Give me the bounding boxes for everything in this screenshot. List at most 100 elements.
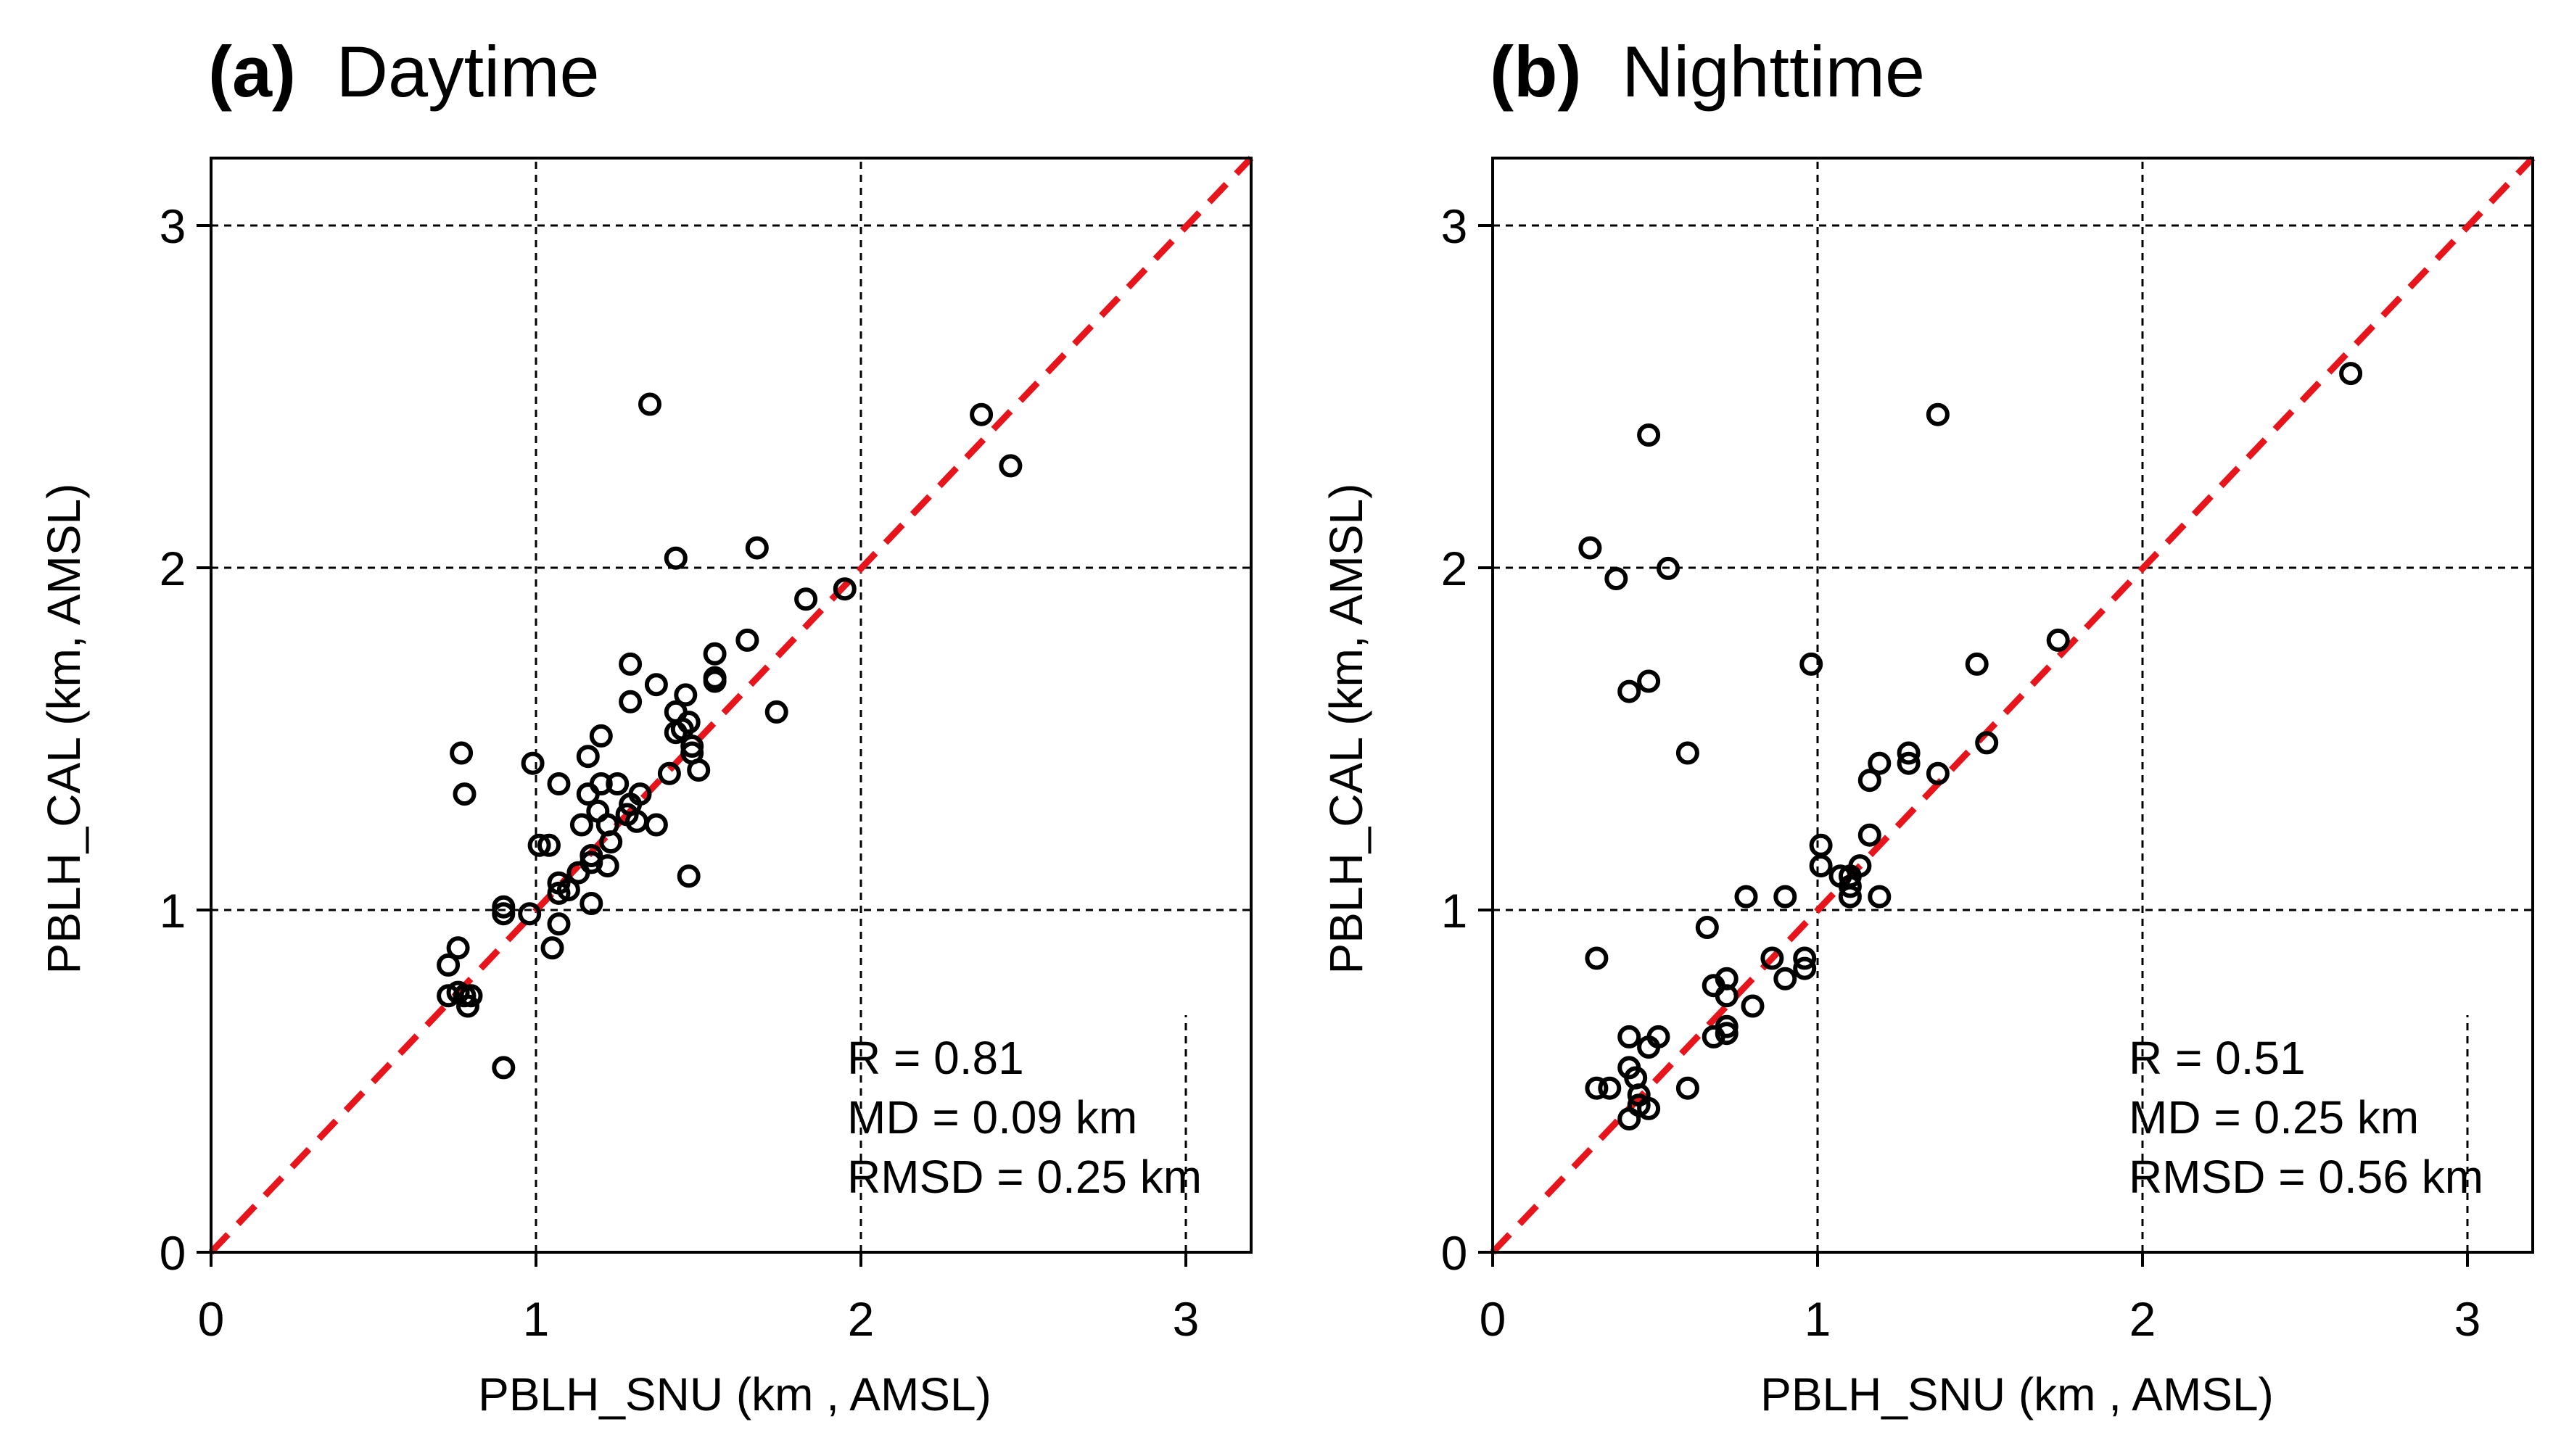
panel-a-data-point-60 [745, 536, 769, 560]
panel-b-data-point-2 [1585, 1076, 1609, 1100]
panel-b-data-point-34 [1799, 652, 1823, 676]
panel-b-data-point-35 [1809, 833, 1833, 857]
panel-b-stat-r: R = 0.51 [2129, 1032, 2306, 1084]
panel-a-data-point-59 [735, 628, 759, 652]
panel-a-data-point-28 [580, 892, 603, 915]
panel-a-data-point-50 [674, 683, 698, 707]
panel-a-data-point-16 [540, 936, 564, 960]
panel-b-data-point-45 [1868, 885, 1892, 909]
panel-b-xtick-label-3: 3 [2454, 1292, 2481, 1346]
panel-b-stats: R = 0.51 MD = 0.25 km RMSD = 0.56 km [2129, 1032, 2483, 1203]
panel-a-one-to-one-line [208, 155, 1254, 1255]
panel-b-ytick-label-0: 0 [1441, 1226, 1468, 1280]
panel-a-data-point-63 [833, 577, 857, 601]
panel-a-data-point-44 [644, 813, 668, 837]
panel-a-data-point-6 [459, 984, 483, 1008]
panel-a-data-point-5 [456, 994, 479, 1018]
panel-a-xtick-label-2: 2 [848, 1292, 875, 1346]
panel-b-data-point-41 [1848, 854, 1872, 878]
panel-b-data-point-25 [1715, 1014, 1739, 1038]
panel-a-xtick-label-0: 0 [198, 1292, 225, 1346]
panel-a-data-point-56 [703, 642, 727, 666]
panel-a-stat-md: MD = 0.09 km [847, 1091, 1137, 1143]
panel-b-one-to-one-line [1490, 155, 2536, 1255]
panel-a-grid [211, 158, 1251, 1252]
panel-b-data-point-4 [1604, 567, 1628, 590]
panel-b-plot: 0 1 2 3 0 1 2 3 R = 0.51 MD = 0.25 km RM… [1441, 155, 2536, 1346]
panel-a-data-point-65 [999, 454, 1023, 478]
panel-a-tag: (a) [208, 31, 296, 112]
panel-b-ylabel: PBLH_CAL (km, AMSL) [1320, 484, 1372, 975]
panel-b-data-point-6 [1617, 1025, 1641, 1048]
panel-a-stat-rmsd: RMSD = 0.25 km [847, 1151, 1202, 1203]
panel-a-data-point-51 [677, 711, 701, 735]
panel-a: (a) Daytime PBLH_CAL (km, AMSL) PBLH_SNU… [38, 31, 1254, 1420]
panel-a-data-point-61 [764, 700, 788, 724]
panel-a-data-point-24 [576, 745, 600, 769]
panel-a-data-point-45 [657, 761, 681, 785]
panel-a-data-point-11 [492, 1056, 516, 1080]
panel-a-data-point-19 [547, 912, 571, 936]
panel-a-data-point-2 [446, 936, 470, 960]
panel-b-data-point-48 [1926, 402, 1950, 426]
panel-a-data-point-48 [664, 546, 688, 570]
panel-a-tick-labels: 0 1 2 3 0 1 2 3 [160, 199, 1200, 1346]
panel-b-title-text: Nighttime [1622, 31, 1925, 112]
panel-b-data-point-42 [1857, 823, 1881, 847]
panel-b-data-point-31 [1773, 967, 1797, 990]
panel-b-frame [1491, 157, 2534, 1254]
panel-b-title: (b) Nighttime [1490, 31, 1925, 112]
panel-a-data-point-9 [492, 895, 516, 919]
panel-a-plot: 0 1 2 3 0 1 2 3 R = 0.81 MD = 0.09 km RM… [160, 155, 1254, 1346]
panel-a-data-point-31 [589, 772, 613, 795]
panel-b-data-point-36 [1809, 854, 1833, 878]
panel-b-data-point-44 [1868, 751, 1892, 775]
panel-b-data-point-51 [1975, 731, 1999, 755]
panel-b-xtick-label-2: 2 [2129, 1292, 2156, 1346]
panel-a-stat-r: R = 0.81 [847, 1032, 1024, 1084]
panel-b-points [1578, 362, 2363, 1131]
panel-a-data-point-13 [521, 751, 545, 775]
panel-a-data-point-64 [970, 402, 994, 426]
panel-b-stat-rmsd: RMSD = 0.56 km [2129, 1151, 2483, 1203]
panel-a-data-point-23 [569, 813, 593, 837]
panel-b-data-point-20 [1695, 916, 1719, 939]
panel-b: (b) Nighttime PBLH_CAL (km, AMSL) PBLH_S… [1320, 31, 2536, 1420]
panel-a-data-point-10 [492, 902, 516, 926]
panel-b-data-point-26 [1715, 1022, 1739, 1046]
panel-a-data-point-33 [595, 854, 619, 878]
panel-a-data-point-12 [518, 902, 542, 926]
panel-b-data-point-30 [1773, 885, 1797, 909]
panel-a-data-point-41 [628, 782, 652, 806]
panel-a-data-point-43 [644, 673, 668, 697]
panel-b-data-point-17 [1657, 556, 1680, 580]
panel-b-xtick-label-0: 0 [1480, 1292, 1506, 1346]
panel-b-tick-labels: 0 1 2 3 0 1 2 3 [1441, 199, 2481, 1346]
panel-b-data-point-19 [1675, 1076, 1699, 1100]
panel-b-data-point-52 [2046, 628, 2070, 652]
panel-a-ytick-label-0: 0 [160, 1226, 186, 1280]
panel-b-data-point-0 [1578, 536, 1602, 560]
panel-a-xtick-label-3: 3 [1173, 1292, 1200, 1346]
panel-a-data-point-55 [687, 758, 711, 782]
panel-a-data-point-21 [556, 878, 580, 902]
panel-b-data-point-33 [1793, 956, 1817, 980]
panel-a-data-point-58 [703, 666, 727, 690]
panel-b-data-point-49 [1926, 761, 1950, 785]
panel-b-data-point-24 [1715, 984, 1739, 1008]
panel-a-data-point-54 [680, 735, 704, 758]
panel-b-data-point-13 [1637, 669, 1661, 693]
panel-b-data-point-53 [2339, 362, 2363, 386]
panel-b-data-point-46 [1897, 751, 1921, 775]
panel-b-stat-md: MD = 0.25 km [2129, 1091, 2419, 1143]
panel-b-ytick-label-1: 1 [1441, 884, 1468, 938]
panel-a-data-point-34 [599, 830, 623, 854]
panel-a-ytick-label-2: 2 [160, 542, 186, 595]
panel-a-points [437, 392, 1023, 1080]
panel-a-data-point-52 [677, 864, 701, 888]
panel-a-data-point-7 [450, 741, 474, 765]
panel-b-data-point-47 [1897, 741, 1921, 765]
panel-a-data-point-8 [453, 782, 477, 806]
panel-a-data-point-39 [619, 652, 643, 676]
